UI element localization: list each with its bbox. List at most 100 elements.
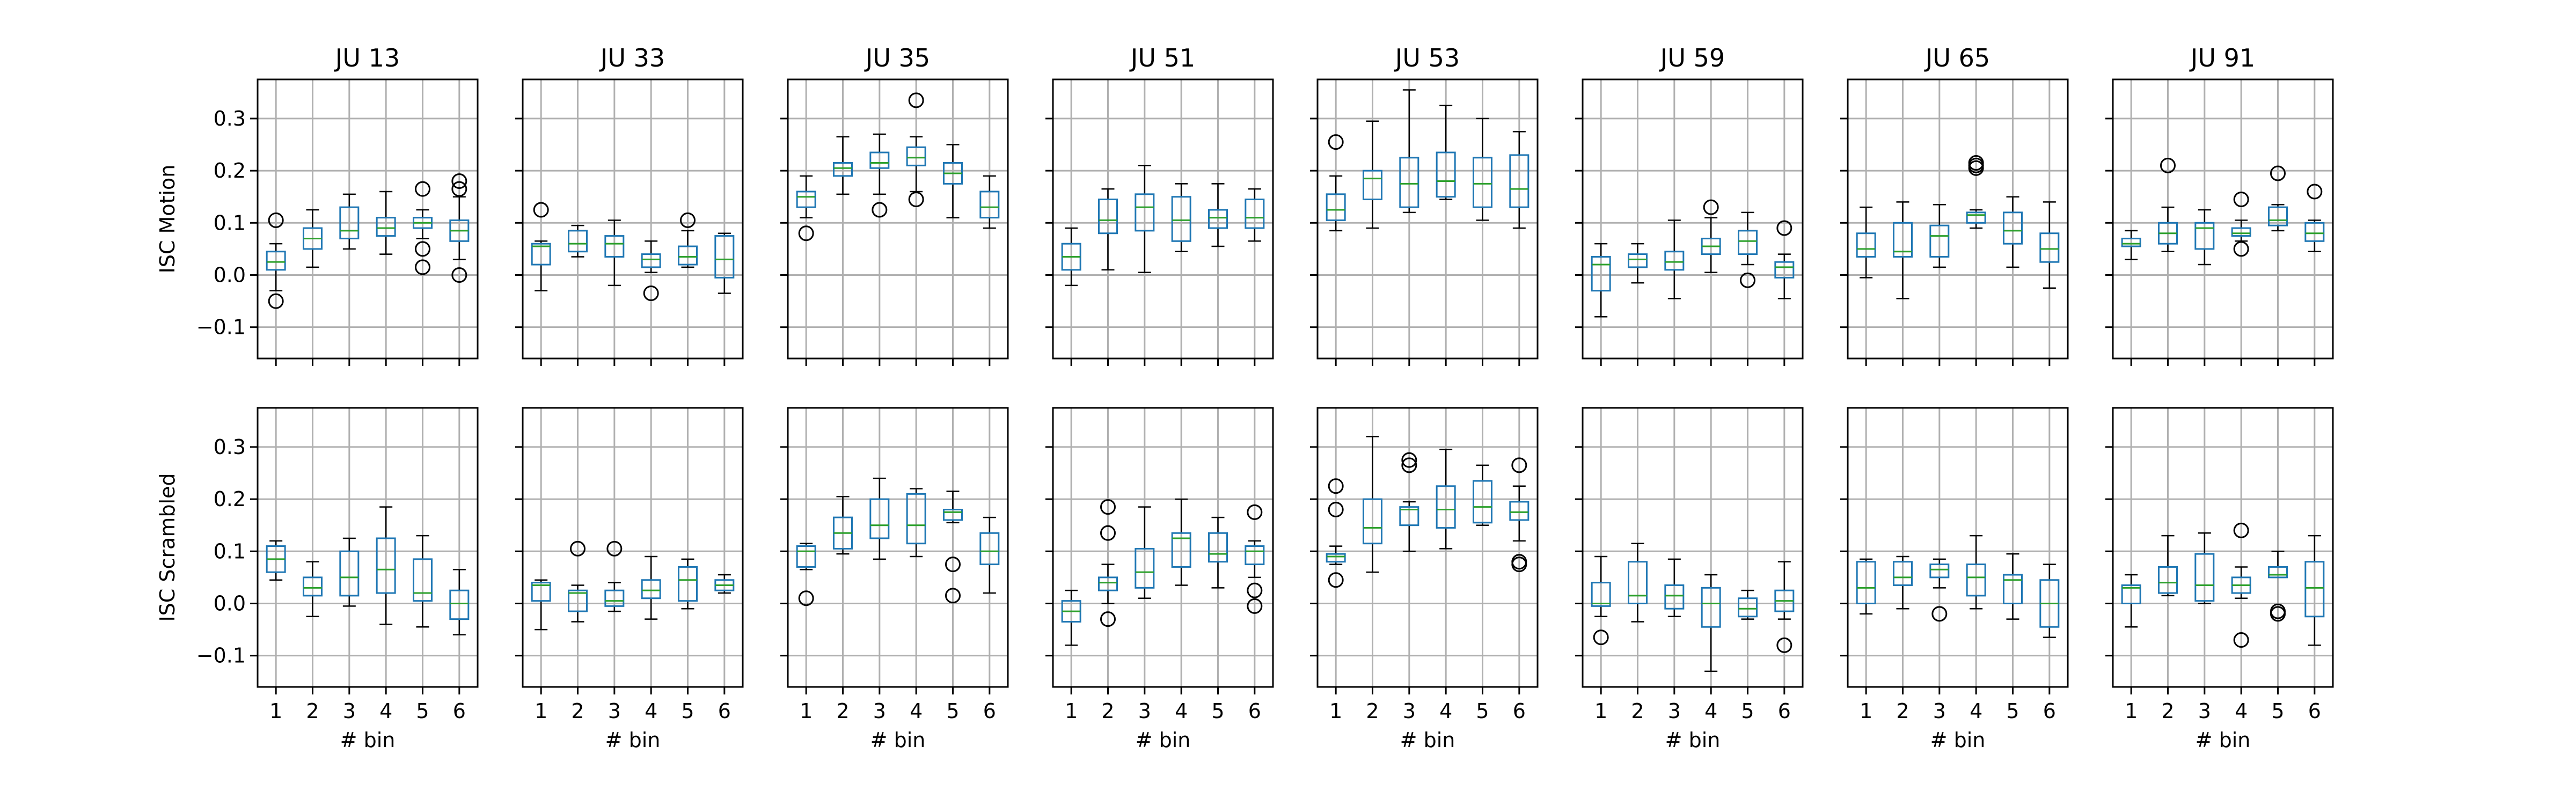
- box-iqr: [303, 576, 323, 597]
- outlier-point: [2233, 522, 2249, 538]
- box-bin-3: [1135, 165, 1155, 273]
- box-bin-3: [339, 193, 360, 250]
- box-iqr: [1966, 564, 1986, 597]
- outlier-point: [2233, 192, 2249, 208]
- box-bin-4: [376, 506, 396, 625]
- panel-title: JU 59: [1659, 43, 1725, 72]
- y-tick-label: 0.3: [214, 107, 246, 130]
- box-bin-1: [1856, 558, 1876, 615]
- outlier-point: [2233, 241, 2249, 257]
- box-iqr: [568, 589, 588, 612]
- box-bin-2: [833, 495, 853, 555]
- box-bin-1: [266, 212, 286, 309]
- box-bin-2: [1363, 436, 1382, 573]
- box-bin-2: [833, 136, 853, 195]
- box-bin-2: [1893, 201, 1913, 299]
- outlier-point: [1328, 134, 1344, 150]
- box-bin-1: [2121, 574, 2141, 628]
- box-iqr: [2231, 227, 2251, 237]
- outlier-point: [451, 181, 467, 197]
- box-iqr: [449, 589, 470, 620]
- outlier-point: [1247, 582, 1263, 598]
- box-bin-6: [1509, 130, 1529, 229]
- y-axis-label: ISC Scrambled: [156, 473, 179, 621]
- box-iqr: [1171, 196, 1191, 242]
- panel-ju-59-row-1: JU 59: [1575, 43, 1804, 366]
- x-tick-label: 3: [608, 699, 621, 723]
- box-bin-4: [1701, 574, 1721, 672]
- box-bin-5: [413, 181, 433, 275]
- box-bin-3: [869, 477, 890, 560]
- box-bin-4: [641, 240, 661, 302]
- outlier-point: [1401, 457, 1417, 473]
- x-tick-label: 5: [1741, 699, 1754, 723]
- x-tick-label: 2: [836, 699, 849, 723]
- x-tick-label: 2: [1896, 699, 1909, 723]
- box-iqr: [2121, 237, 2141, 247]
- box-iqr: [1098, 199, 1118, 235]
- box-bin-1: [531, 579, 551, 631]
- box-bin-2: [568, 224, 588, 258]
- axes-frame: [1316, 407, 1539, 688]
- x-tick-label: 5: [1476, 699, 1489, 723]
- panel-ju-13-row-2: −0.1 0.0 0.1 0.2 0.3 1 2 3 4 5 6 # bin ISC Scrambled: [156, 407, 479, 752]
- box-bin-1: [1856, 206, 1876, 279]
- box-bin-5: [1738, 589, 1758, 620]
- box-iqr: [2121, 584, 2141, 604]
- x-tick-label: 1: [800, 699, 813, 723]
- x-axis-label: # bin: [1665, 728, 1721, 752]
- box-bin-6: [449, 173, 470, 283]
- x-tick-label: 3: [873, 699, 886, 723]
- x-axis-label: # bin: [605, 728, 661, 752]
- box-bin-4: [906, 488, 926, 558]
- box-bin-6: [2304, 184, 2325, 252]
- box-bin-2: [568, 540, 588, 623]
- box-bin-5: [1208, 516, 1228, 589]
- x-axis-label: # bin: [1400, 728, 1455, 752]
- outlier-point: [451, 267, 467, 283]
- box-bin-3: [604, 219, 625, 287]
- box-iqr: [1929, 224, 1950, 258]
- outlier-point: [1247, 598, 1263, 614]
- box-bin-6: [2039, 201, 2060, 289]
- y-tick-label: 0.0: [214, 263, 246, 287]
- panel-ju-91-row-2: 1 2 3 4 5 6 # bin: [2105, 407, 2334, 752]
- box-bin-6: [449, 569, 470, 636]
- outlier-point: [1328, 478, 1344, 494]
- box-bin-3: [604, 540, 625, 612]
- box-iqr: [1363, 498, 1382, 545]
- box-bin-6: [1774, 220, 1795, 299]
- box-bin-4: [1701, 199, 1721, 273]
- box-bin-2: [2158, 535, 2178, 597]
- box-iqr: [413, 558, 433, 602]
- box-bin-1: [1061, 227, 1081, 287]
- box-bin-1: [1591, 555, 1611, 646]
- box-iqr: [1363, 170, 1382, 201]
- box-iqr: [1774, 261, 1795, 279]
- box-bin-4: [1171, 183, 1191, 252]
- outlier-point: [1247, 504, 1263, 520]
- panel-ju-65-row-2: 1 2 3 4 5 6 # bin: [1840, 407, 2069, 752]
- panel-ju-91-row-1: JU 91: [2105, 43, 2334, 366]
- outlier-point: [798, 590, 814, 606]
- box-iqr: [1473, 157, 1492, 208]
- x-tick-label: 2: [571, 699, 584, 723]
- x-tick-label: 1: [2125, 699, 2138, 723]
- box-iqr: [1245, 545, 1265, 566]
- box-iqr: [568, 230, 588, 253]
- x-tick-label: 4: [910, 699, 923, 723]
- box-iqr: [1436, 485, 1456, 529]
- y-tick-label: −0.1: [196, 316, 246, 339]
- box-iqr: [833, 162, 853, 177]
- box-iqr: [2304, 561, 2325, 618]
- box-iqr: [1738, 597, 1758, 618]
- box-bin-1: [2121, 230, 2141, 260]
- box-iqr: [906, 493, 926, 545]
- x-tick-label: 4: [1175, 699, 1188, 723]
- x-tick-label: 1: [1329, 699, 1342, 723]
- box-bin-3: [1399, 89, 1419, 214]
- y-tick-label: 0.2: [214, 487, 246, 511]
- box-iqr: [1893, 561, 1913, 586]
- box-bin-2: [1893, 555, 1913, 610]
- outlier-point: [415, 259, 430, 275]
